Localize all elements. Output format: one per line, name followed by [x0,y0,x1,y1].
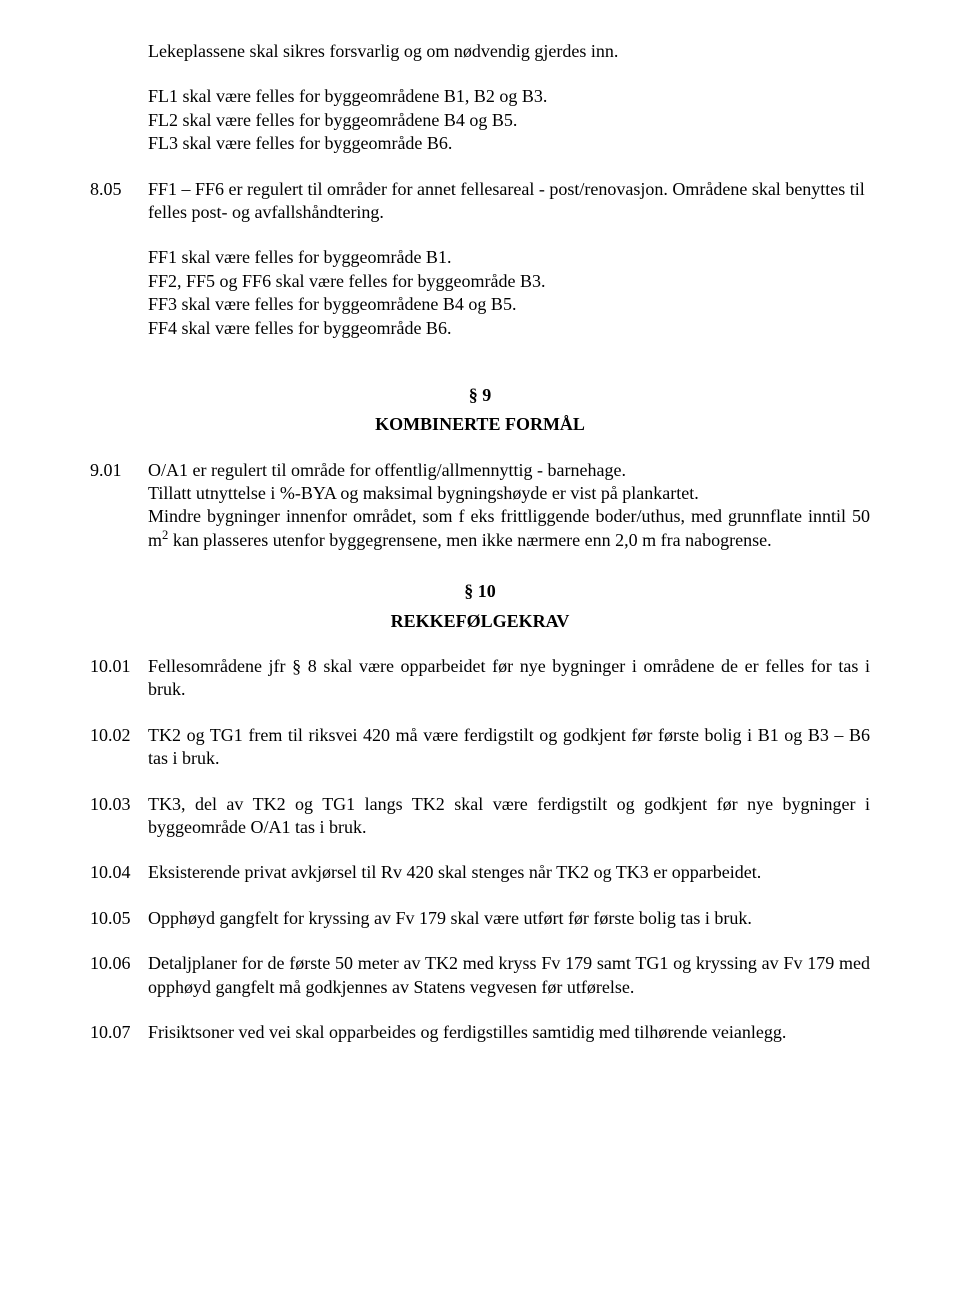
item-label: 10.01 [90,655,148,702]
top-indented-block: Lekeplassene skal sikres forsvarlig og o… [148,40,870,156]
text-line: FF2, FF5 og FF6 skal være felles for byg… [148,270,870,293]
text-run: kan plasseres utenfor byggegrensene, men… [168,530,771,550]
item-body: Eksisterende privat avkjørsel til Rv 420… [148,861,870,884]
item-body: Detaljplaner for de første 50 meter av T… [148,952,870,999]
text-line: FL2 skal være felles for byggeområdene B… [148,109,870,132]
item-body: O/A1 er regulert til område for offentli… [148,459,870,553]
text-line: FF4 skal være felles for byggeområde B6. [148,317,870,340]
item-10-07: 10.07 Frisiktsoner ved vei skal opparbei… [90,1021,870,1044]
item-10-06: 10.06 Detaljplaner for de første 50 mete… [90,952,870,999]
item-10-02: 10.02 TK2 og TG1 frem til riksvei 420 må… [90,724,870,771]
item-label: 8.05 [90,178,148,340]
item-8-05: 8.05 FF1 – FF6 er regulert til områder f… [90,178,870,340]
item-label: 10.04 [90,861,148,884]
text-line: O/A1 er regulert til område for offentli… [148,459,870,482]
paragraph: Lekeplassene skal sikres forsvarlig og o… [148,40,870,63]
paragraph: FF1 skal være felles for byggeområde B1.… [148,246,870,340]
item-body: FF1 – FF6 er regulert til områder for an… [148,178,870,340]
item-10-03: 10.03 TK3, del av TK2 og TG1 langs TK2 s… [90,793,870,840]
item-body: Fellesområdene jfr § 8 skal være opparbe… [148,655,870,702]
text-line: Lekeplassene skal sikres forsvarlig og o… [148,41,618,61]
text-line: Tillatt utnyttelse i %-BYA og maksimal b… [148,482,870,505]
item-10-01: 10.01 Fellesområdene jfr § 8 skal være o… [90,655,870,702]
item-body: TK3, del av TK2 og TG1 langs TK2 skal væ… [148,793,870,840]
paragraph: FF1 – FF6 er regulert til områder for an… [148,178,870,225]
item-9-01: 9.01 O/A1 er regulert til område for off… [90,459,870,553]
item-label: 10.03 [90,793,148,840]
text-line: FL1 skal være felles for byggeområdene B… [148,85,870,108]
text-line: FL3 skal være felles for byggeområde B6. [148,132,870,155]
section-10-number: § 10 [90,580,870,603]
text-line: FF3 skal være felles for byggeområdene B… [148,293,870,316]
item-label: 10.05 [90,907,148,930]
item-body: TK2 og TG1 frem til riksvei 420 må være … [148,724,870,771]
item-label: 10.06 [90,952,148,999]
text-line: FF1 skal være felles for byggeområde B1. [148,246,870,269]
item-label: 10.07 [90,1021,148,1044]
item-10-04: 10.04 Eksisterende privat avkjørsel til … [90,861,870,884]
paragraph: FL1 skal være felles for byggeområdene B… [148,85,870,155]
item-body: Frisiktsoner ved vei skal opparbeides og… [148,1021,870,1044]
item-body: Opphøyd gangfelt for kryssing av Fv 179 … [148,907,870,930]
item-label: 9.01 [90,459,148,553]
section-9-title: KOMBINERTE FORMÅL [90,413,870,436]
section-10-title: REKKEFØLGEKRAV [90,610,870,633]
item-label: 10.02 [90,724,148,771]
section-9-number: § 9 [90,384,870,407]
item-10-05: 10.05 Opphøyd gangfelt for kryssing av F… [90,907,870,930]
